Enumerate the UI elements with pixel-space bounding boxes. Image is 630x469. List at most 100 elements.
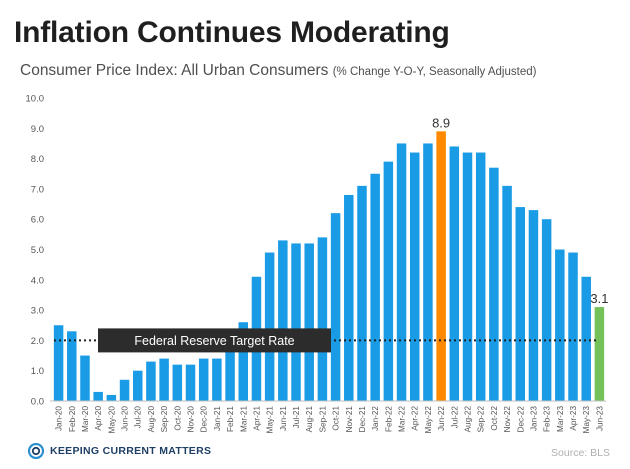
brand-name: KEEPING CURRENT MATTERS <box>50 445 212 457</box>
subtitle-note: (% Change Y-O-Y, Seasonally Adjusted) <box>332 66 537 78</box>
x-tick-label: Oct-21 <box>332 406 341 431</box>
x-tick-label: Sep-20 <box>160 406 169 433</box>
bar <box>370 173 380 401</box>
bar <box>291 243 301 401</box>
y-tick-label: 0.0 <box>31 397 44 408</box>
chart-title: Inflation Continues Moderating <box>14 16 450 49</box>
x-tick-label: Jan-22 <box>371 406 380 431</box>
x-tick-label: Jun-21 <box>279 406 288 431</box>
bar <box>383 161 394 401</box>
bar <box>212 358 222 401</box>
bar <box>278 240 288 401</box>
bar <box>317 237 328 401</box>
x-tick-label: Jun-23 <box>595 406 604 431</box>
bar <box>555 249 565 401</box>
x-tick-label: Feb-21 <box>226 406 235 432</box>
y-tick-label: 6.0 <box>31 215 44 226</box>
x-tick-label: Feb-20 <box>68 406 77 432</box>
bar <box>581 276 591 401</box>
bar <box>80 355 90 401</box>
y-tick-label: 2.0 <box>31 336 44 347</box>
x-tick-label: Nov-20 <box>187 406 196 433</box>
bar <box>489 167 499 401</box>
subtitle-main: Consumer Price Index: All Urban Consumer… <box>20 62 329 79</box>
bar <box>185 364 196 401</box>
bar <box>449 146 460 401</box>
x-tick-label: Sep-21 <box>318 406 327 433</box>
x-tick-label: Apr-20 <box>94 406 103 431</box>
source-note: Source: BLS <box>551 447 610 459</box>
x-tick-label: Apr-21 <box>252 406 261 431</box>
brand-swirl-icon <box>28 443 44 459</box>
bar <box>106 394 117 401</box>
bar <box>423 143 433 401</box>
bar <box>409 152 420 401</box>
bar <box>264 252 275 401</box>
bar <box>436 131 446 401</box>
x-tick-label: May-23 <box>582 406 591 434</box>
y-tick-label: 8.0 <box>31 154 44 165</box>
x-tick-label: Mar-22 <box>398 406 407 432</box>
x-tick-label: Jan-23 <box>529 406 538 431</box>
y-tick-label: 7.0 <box>31 184 44 195</box>
x-tick-label: May-20 <box>107 406 116 434</box>
bar <box>67 331 77 401</box>
y-tick-label: 1.0 <box>31 366 44 377</box>
x-tick-label: Mar-23 <box>556 406 565 432</box>
x-tick-label: Jun-22 <box>437 406 446 431</box>
chart-subtitle: Consumer Price Index: All Urban Consumer… <box>20 62 536 80</box>
x-tick-label: Dec-20 <box>200 406 209 433</box>
x-tick-label: Nov-21 <box>345 406 354 433</box>
data-label: 8.9 <box>432 115 450 130</box>
x-tick-label: Oct-20 <box>173 406 182 431</box>
target-rate-label-box <box>98 328 331 353</box>
bar <box>594 307 605 401</box>
bar <box>330 213 341 401</box>
x-tick-label: Jul-22 <box>450 406 459 429</box>
bar <box>53 325 64 401</box>
x-tick-label: Aug-22 <box>464 406 473 433</box>
bar <box>357 185 367 401</box>
bar <box>475 152 486 401</box>
x-tick-label: Aug-21 <box>305 406 314 433</box>
bar <box>198 358 209 401</box>
bar <box>93 391 103 401</box>
bar <box>541 219 552 401</box>
x-tick-label: Oct-22 <box>490 406 499 431</box>
y-tick-label: 9.0 <box>31 124 44 135</box>
x-tick-label: Mar-20 <box>81 406 90 432</box>
x-tick-label: Jun-20 <box>121 406 130 431</box>
x-tick-label: Dec-22 <box>516 406 525 433</box>
bar <box>568 252 578 401</box>
x-tick-label: Mar-21 <box>239 406 248 432</box>
bar <box>146 361 156 401</box>
brand-logo: KEEPING CURRENT MATTERS <box>28 443 211 459</box>
bar <box>396 143 407 401</box>
bar <box>515 207 526 401</box>
y-tick-label: 3.0 <box>31 306 44 317</box>
x-tick-label: Jul-20 <box>134 406 143 429</box>
x-tick-label: Apr-23 <box>569 406 578 431</box>
bar <box>462 152 473 401</box>
bar <box>132 370 143 401</box>
x-tick-label: Dec-21 <box>358 406 367 433</box>
bar <box>225 349 235 401</box>
x-tick-label: Jan-21 <box>213 406 222 431</box>
bar <box>172 364 183 401</box>
bar <box>502 185 512 401</box>
x-tick-label: Apr-22 <box>411 406 420 431</box>
x-tick-label: May-21 <box>266 406 275 434</box>
x-tick-label: Sep-22 <box>477 406 486 433</box>
data-label: 3.1 <box>590 291 608 306</box>
bar <box>238 322 249 401</box>
bar <box>304 243 314 401</box>
bar <box>528 210 539 401</box>
target-rate-label: Federal Reserve Target Rate <box>134 334 294 348</box>
y-tick-label: 4.0 <box>31 275 44 286</box>
x-tick-label: Feb-23 <box>543 406 552 432</box>
y-tick-label: 5.0 <box>31 245 44 256</box>
x-tick-label: Nov-22 <box>503 406 512 433</box>
bar <box>159 358 169 401</box>
x-tick-label: May-22 <box>424 406 433 434</box>
